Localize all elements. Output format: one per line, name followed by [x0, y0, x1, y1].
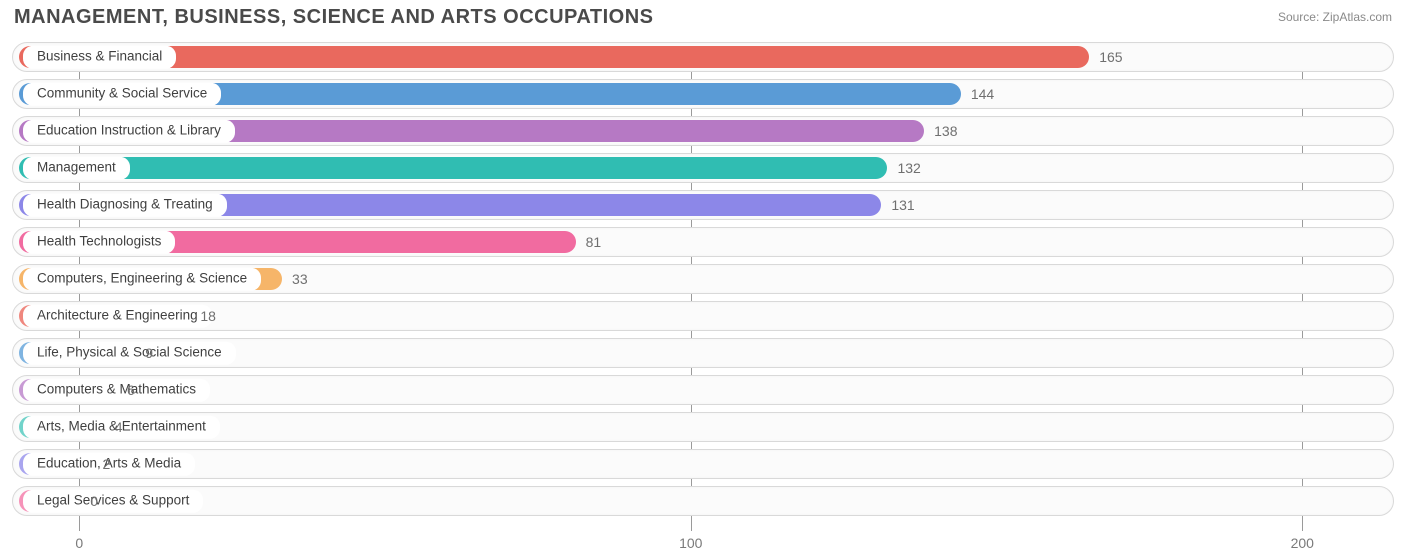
value-label: 9: [145, 345, 153, 361]
bar: [19, 46, 1089, 68]
category-label: Business & Financial: [23, 46, 176, 69]
category-label: Computers, Engineering & Science: [23, 268, 261, 291]
source-attribution: Source: ZipAtlas.com: [1278, 6, 1392, 24]
value-label: 131: [891, 197, 914, 213]
value-label: 18: [200, 308, 216, 324]
bar-row: Computers & Mathematics6: [12, 375, 1394, 405]
value-label: 165: [1099, 49, 1122, 65]
value-label: 132: [897, 160, 920, 176]
category-label: Health Diagnosing & Treating: [23, 194, 227, 217]
bar-row: Community & Social Service 144: [12, 79, 1394, 109]
value-label: 0: [90, 493, 98, 509]
chart-plot-area: Business & Financial 165 Community & Socia…: [12, 42, 1394, 531]
category-label: Community & Social Service: [23, 83, 221, 106]
bar-row: Health Diagnosing & Treating 131: [12, 190, 1394, 220]
bar-row: Legal Services & Support0: [12, 486, 1394, 516]
bar-row: Education Instruction & Library 138: [12, 116, 1394, 146]
value-label: 4: [115, 419, 123, 435]
bar-row: Computers, Engineering & Science 33: [12, 264, 1394, 294]
bar-row: Management 132: [12, 153, 1394, 183]
bar: [19, 157, 887, 179]
category-label: Architecture & Engineering: [23, 305, 212, 328]
value-label: 33: [292, 271, 308, 287]
value-label: 81: [586, 234, 602, 250]
x-tick-label: 100: [679, 535, 702, 551]
bar-row: Arts, Media & Entertainment4: [12, 412, 1394, 442]
category-label: Computers & Mathematics: [23, 379, 210, 402]
category-label: Life, Physical & Social Science: [23, 342, 236, 365]
value-label: 138: [934, 123, 957, 139]
bar-row: Education, Arts & Media2: [12, 449, 1394, 479]
category-label: Legal Services & Support: [23, 490, 203, 513]
x-tick-label: 200: [1291, 535, 1314, 551]
bar-row: Business & Financial 165: [12, 42, 1394, 72]
value-label: 2: [102, 456, 110, 472]
category-label: Education Instruction & Library: [23, 120, 235, 143]
value-label: 144: [971, 86, 994, 102]
bar-row: Life, Physical & Social Science9: [12, 338, 1394, 368]
value-label: 6: [127, 382, 135, 398]
x-tick-label: 0: [75, 535, 83, 551]
bar-row: Architecture & Engineering18: [12, 301, 1394, 331]
chart-title: MANAGEMENT, BUSINESS, SCIENCE AND ARTS O…: [14, 6, 653, 29]
category-label: Management: [23, 157, 130, 180]
bar-row: Health Technologists 81: [12, 227, 1394, 257]
category-label: Health Technologists: [23, 231, 175, 254]
x-axis: 0 100 200: [12, 535, 1394, 553]
